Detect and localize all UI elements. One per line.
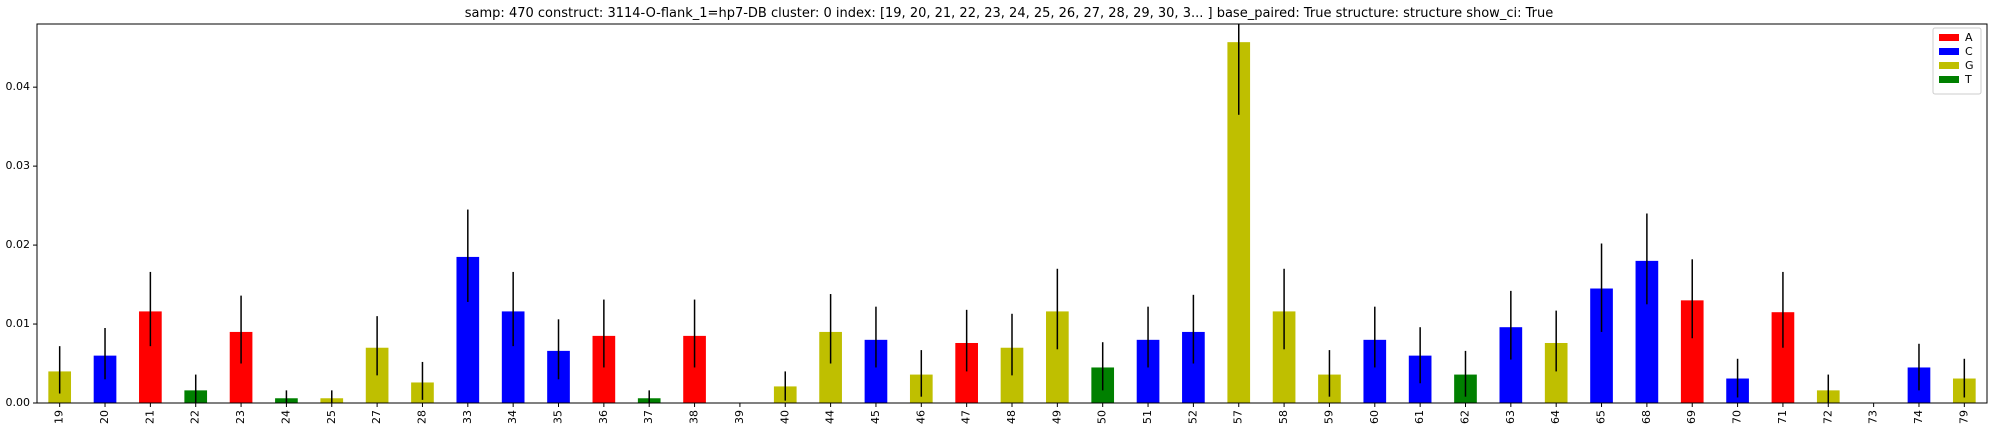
y-tick-label-0.02: 0.02 xyxy=(6,238,31,251)
x-tick-label-23: 23 xyxy=(234,410,247,424)
x-tick-label-36: 36 xyxy=(597,410,610,424)
x-tick-label-64: 64 xyxy=(1549,410,1562,424)
x-tick-label-70: 70 xyxy=(1731,410,1744,424)
bar-34 xyxy=(501,311,525,403)
bar-44 xyxy=(819,331,842,403)
x-tick-label-19: 19 xyxy=(53,410,66,424)
x-tick-label-59: 59 xyxy=(1322,410,1335,424)
x-tick-label-21: 21 xyxy=(143,410,156,424)
x-tick-label-74: 74 xyxy=(1912,410,1925,424)
bar-33 xyxy=(456,256,480,403)
bar-52 xyxy=(1182,331,1205,403)
x-tick-label-24: 24 xyxy=(279,410,292,424)
x-tick-label-35: 35 xyxy=(552,410,565,424)
x-tick-label-45: 45 xyxy=(869,410,882,424)
x-tick-label-47: 47 xyxy=(960,410,973,424)
x-tick-label-72: 72 xyxy=(1821,410,1834,424)
legend-label-G: G xyxy=(1965,59,1974,72)
bar-45 xyxy=(864,339,888,403)
legend-label-T: T xyxy=(1964,73,1972,86)
y-axis: 0.00 0.01 0.02 0.03 0.04 xyxy=(6,80,37,409)
x-tick-label-62: 62 xyxy=(1458,410,1471,424)
bar-71 xyxy=(1771,312,1795,403)
x-tick-label-37: 37 xyxy=(642,410,655,424)
legend-swatch-T xyxy=(1939,76,1959,83)
bar-60 xyxy=(1363,339,1387,403)
x-tick-label-34: 34 xyxy=(506,410,519,424)
x-tick-label-65: 65 xyxy=(1595,410,1608,424)
y-tick-label-0.04: 0.04 xyxy=(6,80,31,93)
legend-swatch-C xyxy=(1939,48,1959,55)
x-tick-label-40: 40 xyxy=(778,410,791,424)
bar-23 xyxy=(229,331,253,403)
bar-65 xyxy=(1590,288,1613,403)
x-tick-label-69: 69 xyxy=(1685,410,1698,424)
bar-69 xyxy=(1680,300,1704,403)
x-tick-label-57: 57 xyxy=(1232,410,1245,424)
bar-63 xyxy=(1499,327,1523,403)
bar-68 xyxy=(1635,260,1659,403)
x-tick-label-50: 50 xyxy=(1096,410,1109,424)
bar-57 xyxy=(1227,42,1251,404)
y-tick-label-0.01: 0.01 xyxy=(6,317,31,330)
x-tick-label-22: 22 xyxy=(189,410,202,424)
bar-38 xyxy=(683,335,706,403)
bar-21 xyxy=(139,311,162,403)
chart-title: samp: 470 construct: 3114-O-flank_1=hp7-… xyxy=(465,6,1553,21)
y-tick-label-0.03: 0.03 xyxy=(6,159,31,172)
y-tick-label-0.00: 0.00 xyxy=(6,396,31,409)
x-tick-label-44: 44 xyxy=(824,410,837,424)
x-tick-label-60: 60 xyxy=(1368,410,1381,424)
bar-47 xyxy=(955,342,978,403)
x-tick-label-38: 38 xyxy=(688,410,701,424)
bar-36 xyxy=(592,335,616,403)
x-tick-label-61: 61 xyxy=(1413,410,1426,424)
x-tick-label-20: 20 xyxy=(98,410,111,424)
legend-swatch-G xyxy=(1939,62,1959,69)
x-tick-label-25: 25 xyxy=(325,410,338,424)
x-tick-label-27: 27 xyxy=(370,410,383,424)
x-tick-label-28: 28 xyxy=(415,410,428,424)
bar-58 xyxy=(1272,311,1296,403)
legend-swatch-A xyxy=(1939,34,1959,41)
plot-area xyxy=(36,23,1988,404)
x-tick-label-79: 79 xyxy=(1957,410,1970,424)
x-axis: 19 20 21 22 23 24 25 27 28 33 34 35 36 37 38 39 40 44 45 46… xyxy=(53,403,1970,424)
bar-49 xyxy=(1046,311,1069,403)
x-tick-label-33: 33 xyxy=(461,410,474,424)
x-tick-label-58: 58 xyxy=(1277,410,1290,424)
x-tick-label-46: 46 xyxy=(914,410,927,424)
x-tick-label-63: 63 xyxy=(1504,410,1517,424)
bar-51 xyxy=(1136,339,1160,403)
x-tick-label-71: 71 xyxy=(1776,410,1789,424)
legend-label-C: C xyxy=(1965,45,1973,58)
x-tick-label-39: 39 xyxy=(733,410,746,424)
x-tick-label-48: 48 xyxy=(1005,410,1018,424)
x-tick-label-51: 51 xyxy=(1141,410,1154,424)
x-tick-label-49: 49 xyxy=(1050,410,1063,424)
x-tick-label-52: 52 xyxy=(1186,410,1199,424)
x-tick-label-68: 68 xyxy=(1640,410,1653,424)
legend-label-A: A xyxy=(1965,31,1973,44)
x-tick-label-73: 73 xyxy=(1867,410,1880,424)
bar-64 xyxy=(1544,342,1568,403)
